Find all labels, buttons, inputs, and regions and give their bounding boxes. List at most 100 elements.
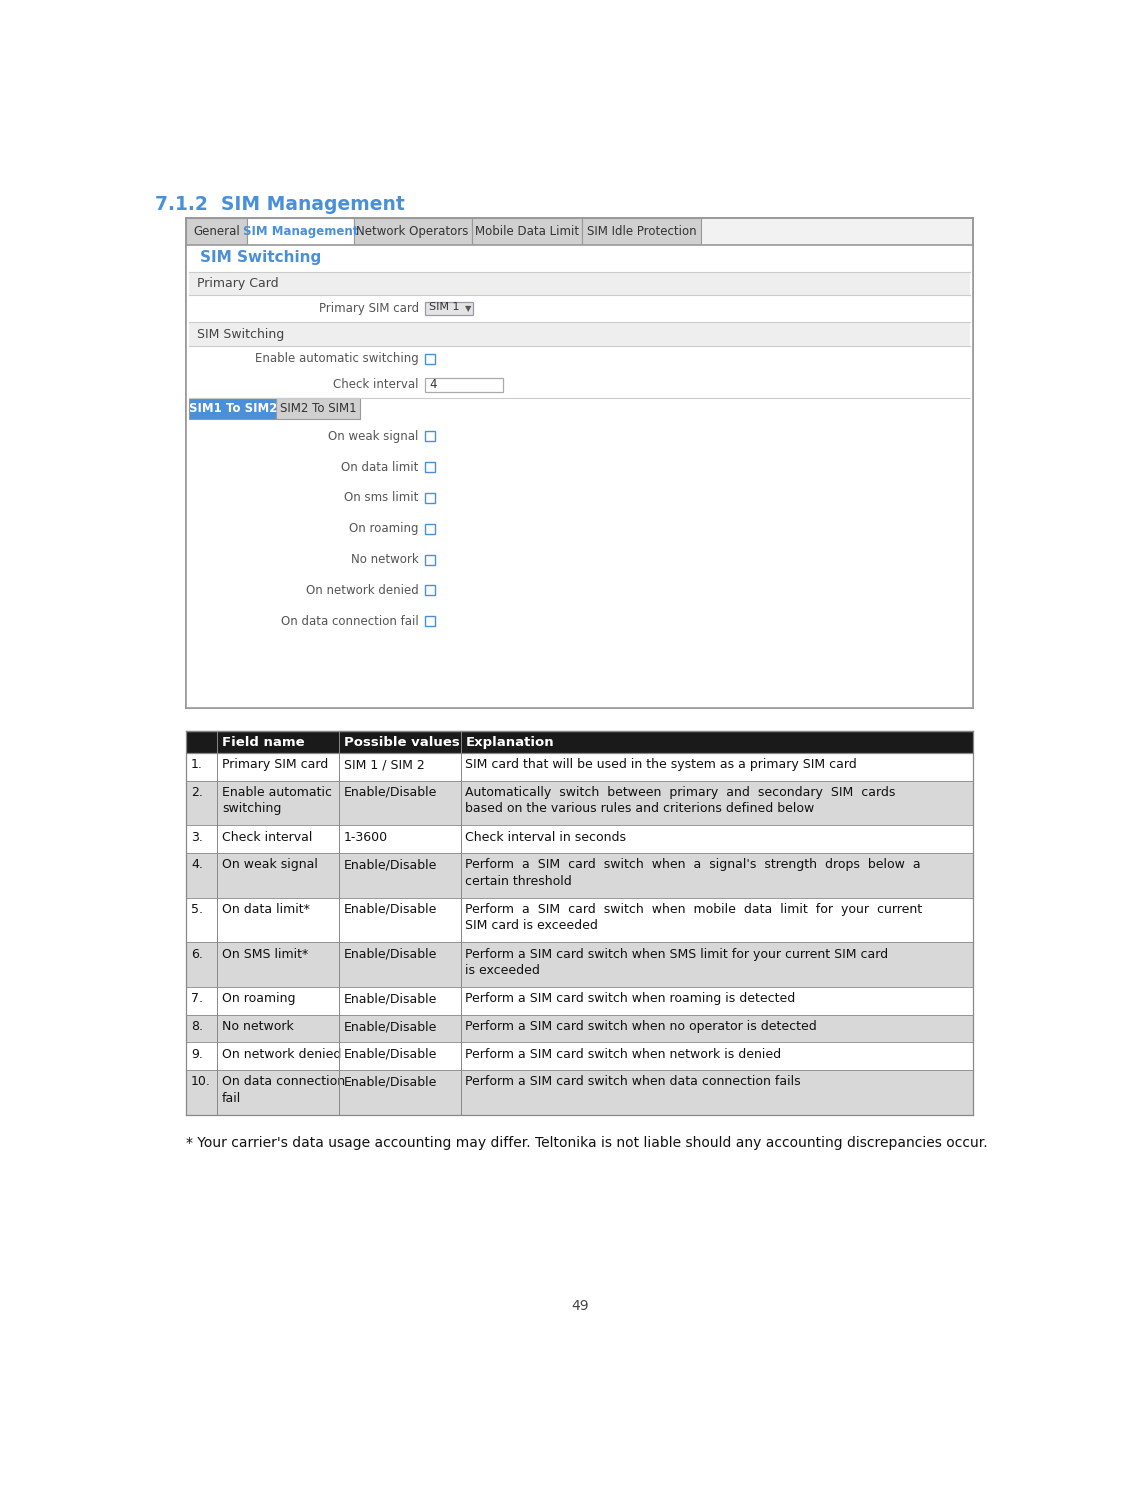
Text: 4: 4 [429,378,437,392]
Bar [425,616,435,626]
Text: No network: No network [222,1020,294,1033]
Bar [187,732,973,753]
Bar [187,1071,973,1114]
Text: Perform a SIM card switch when SMS limit for your current SIM card
is exceeded: Perform a SIM card switch when SMS limit… [465,947,889,977]
Text: On sms limit: On sms limit [345,491,418,505]
Bar [425,301,473,315]
Text: 7.1.2  SIM Management: 7.1.2 SIM Management [155,194,405,214]
Text: 4.: 4. [191,858,202,872]
Bar [247,218,354,245]
Text: On weak signal: On weak signal [328,429,418,443]
Text: Enable automatic switching: Enable automatic switching [256,352,418,364]
Bar [425,378,502,392]
Text: Perform  a  SIM  card  switch  when  a  signal's  strength  drops  below  a
cert: Perform a SIM card switch when a signal'… [465,858,921,889]
Text: Primary SIM card: Primary SIM card [222,758,328,771]
Text: SIM 1 / SIM 2: SIM 1 / SIM 2 [344,758,424,771]
Text: Enable/Disable: Enable/Disable [344,904,437,916]
Text: General: General [193,224,240,238]
Bar [425,462,435,473]
Bar [187,753,973,780]
Text: SIM Switching: SIM Switching [200,250,321,265]
Text: Enable/Disable: Enable/Disable [344,858,437,872]
Text: On data connection fail: On data connection fail [282,614,418,628]
Text: Explanation: Explanation [465,735,554,748]
Text: ▼: ▼ [465,304,472,313]
Text: Perform a SIM card switch when no operator is detected: Perform a SIM card switch when no operat… [465,1020,817,1033]
Bar [187,245,973,708]
Text: 3.: 3. [191,831,202,843]
Text: On data connection
fail: On data connection fail [222,1075,345,1105]
Text: Enable/Disable: Enable/Disable [344,992,437,1006]
Text: 2.: 2. [191,786,202,800]
Text: On SMS limit*: On SMS limit* [222,947,309,961]
Text: SIM 1: SIM 1 [429,301,459,312]
Text: 1-3600: 1-3600 [344,831,388,843]
Text: 8.: 8. [191,1020,202,1033]
Text: Enable/Disable: Enable/Disable [344,947,437,961]
Text: Perform  a  SIM  card  switch  when  mobile  data  limit  for  your  current
SIM: Perform a SIM card switch when mobile da… [465,904,923,932]
Bar [187,986,973,1015]
Text: On network denied: On network denied [307,584,418,596]
Bar [472,218,582,245]
Text: * Your carrier's data usage accounting may differ. Teltonika is not liable shoul: * Your carrier's data usage accounting m… [187,1137,988,1151]
Text: Primary SIM card: Primary SIM card [319,303,418,315]
Text: 7.: 7. [191,992,202,1006]
Text: Mobile Data Limit: Mobile Data Limit [475,224,579,238]
Bar [187,1042,973,1071]
Bar [187,218,247,245]
Text: SIM card that will be used in the system as a primary SIM card: SIM card that will be used in the system… [465,758,857,771]
Bar [582,218,701,245]
Text: SIM Management: SIM Management [242,224,357,238]
Text: Enable/Disable: Enable/Disable [344,1075,437,1089]
Text: 49: 49 [571,1300,588,1313]
Bar [425,431,435,441]
Text: On roaming: On roaming [349,523,418,535]
Text: Check interval: Check interval [222,831,312,843]
Text: 9.: 9. [191,1048,202,1060]
Text: 6.: 6. [191,947,202,961]
Bar [425,554,435,565]
Text: On roaming: On roaming [222,992,295,1006]
Text: Field name: Field name [222,735,304,748]
Text: 1.: 1. [191,758,202,771]
Text: SIM1 To SIM2: SIM1 To SIM2 [189,402,277,416]
Bar [425,586,435,595]
Text: Enable automatic
switching: Enable automatic switching [222,786,333,815]
Bar [354,218,472,245]
Bar [187,218,973,708]
Text: On data limit*: On data limit* [222,904,310,916]
Bar [187,852,973,898]
Text: Possible values: Possible values [344,735,459,748]
Bar [189,322,970,345]
Text: Enable/Disable: Enable/Disable [344,1048,437,1060]
Text: SIM Switching: SIM Switching [197,328,284,340]
Text: Check interval: Check interval [334,378,418,392]
Text: Perform a SIM card switch when roaming is detected: Perform a SIM card switch when roaming i… [465,992,795,1006]
Text: 10.: 10. [191,1075,210,1089]
Text: Enable/Disable: Enable/Disable [344,786,437,800]
Bar [189,271,970,295]
Text: Primary Card: Primary Card [197,277,279,291]
Text: SIM2 To SIM1: SIM2 To SIM1 [279,402,356,416]
Bar [425,492,435,503]
Text: Perform a SIM card switch when network is denied: Perform a SIM card switch when network i… [465,1048,782,1060]
Text: On data limit: On data limit [342,461,418,474]
Bar [187,943,973,986]
Bar [276,398,360,419]
Bar [187,780,973,825]
Text: On network denied: On network denied [222,1048,342,1060]
Text: On weak signal: On weak signal [222,858,318,872]
Text: No network: No network [351,553,418,566]
Bar [425,524,435,533]
Text: SIM Idle Protection: SIM Idle Protection [587,224,697,238]
Text: Enable/Disable: Enable/Disable [344,1020,437,1033]
Bar [425,354,435,363]
Bar [189,398,276,419]
Text: Perform a SIM card switch when data connection fails: Perform a SIM card switch when data conn… [465,1075,801,1089]
Text: Check interval in seconds: Check interval in seconds [465,831,627,843]
Text: 5.: 5. [191,904,202,916]
Text: Network Operators: Network Operators [356,224,469,238]
Bar [187,1015,973,1042]
Bar [187,825,973,852]
Text: Automatically  switch  between  primary  and  secondary  SIM  cards
based on the: Automatically switch between primary and… [465,786,896,815]
